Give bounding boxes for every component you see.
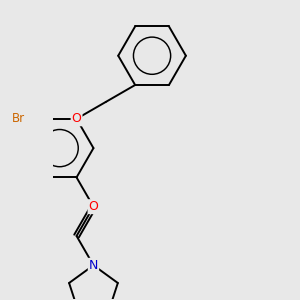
Text: Br: Br [12,112,25,125]
Text: O: O [72,112,82,125]
Text: O: O [88,200,98,213]
Text: N: N [89,259,98,272]
